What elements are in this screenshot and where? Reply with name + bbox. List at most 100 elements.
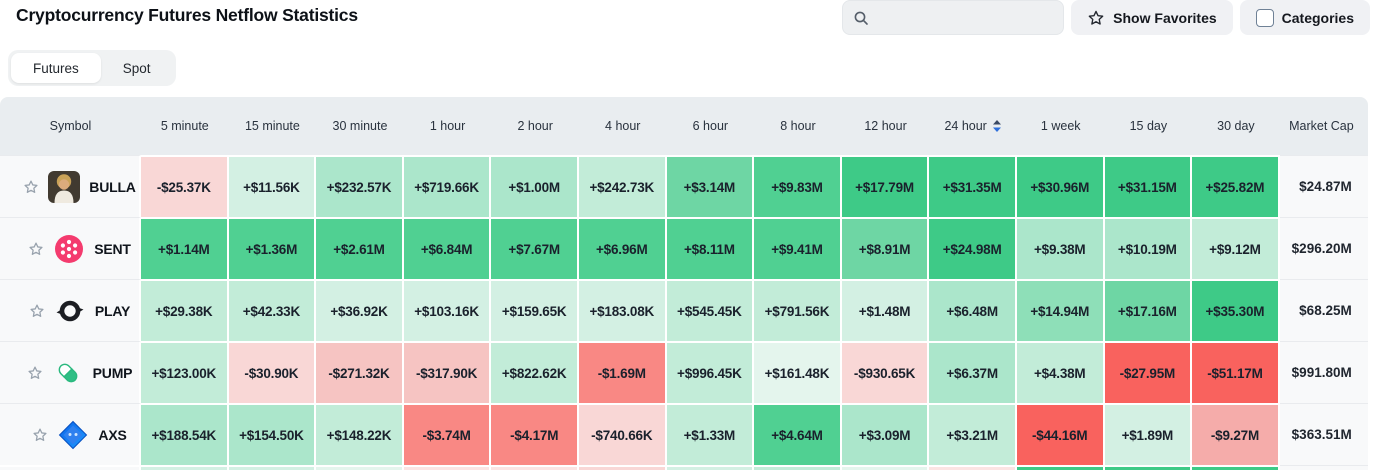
sent-logo-icon — [53, 233, 85, 265]
netflow-cell: +$1.14M — [141, 217, 229, 279]
axs-diamond-icon — [57, 419, 89, 451]
netflow-cell — [141, 465, 229, 470]
symbol-cell-bulla[interactable]: BULLA — [0, 155, 141, 217]
column-header-label: 12 hour — [864, 119, 907, 133]
column-header-market-cap[interactable]: Market Cap — [1280, 97, 1368, 155]
market-cap-cell: $991.80M — [1279, 341, 1368, 403]
market-cap-cell: $296.20M — [1279, 217, 1368, 279]
netflow-cell: +$6.96M — [578, 217, 667, 279]
column-header-label: 1 week — [1040, 119, 1081, 133]
show-favorites-button[interactable]: Show Favorites — [1071, 0, 1233, 35]
symbol-cell-play[interactable]: PLAY — [0, 279, 141, 341]
netflow-cell: +$9.41M — [754, 217, 842, 279]
netflow-cell: -$25.37K — [141, 155, 229, 217]
favorite-toggle[interactable] — [28, 241, 44, 257]
netflow-cell: +$7.67M — [491, 217, 579, 279]
netflow-cell: +$188.54K — [141, 403, 229, 465]
tab-futures[interactable]: Futures — [11, 53, 101, 83]
netflow-cell: +$996.45K — [666, 341, 755, 403]
symbol-cell-axs[interactable]: AXS — [0, 403, 141, 465]
column-header-2-hour[interactable]: 2 hour — [491, 97, 579, 155]
favorite-toggle[interactable] — [32, 427, 48, 443]
netflow-cell: +$24.98M — [929, 217, 1017, 279]
netflow-cell: +$3.09M — [841, 403, 930, 465]
column-header-30-minute[interactable]: 30 minute — [316, 97, 404, 155]
market-cap-cell: $363.51M — [1279, 403, 1368, 465]
search-box[interactable] — [842, 0, 1065, 35]
column-header-24-hour[interactable]: 24 hour — [929, 97, 1017, 155]
netflow-cell: +$11.56K — [228, 155, 317, 217]
netflow-cell: +$42.33K — [228, 279, 317, 341]
page-title: Cryptocurrency Futures Netflow Statistic… — [16, 5, 358, 25]
tab-spot[interactable]: Spot — [101, 53, 173, 83]
categories-button[interactable]: Categories — [1239, 0, 1370, 35]
netflow-cell: +$791.56K — [754, 279, 842, 341]
table-row-axs[interactable]: AXS +$188.54K +$154.50K +$148.22K -$3.74M -$4… — [0, 403, 1368, 465]
sort-icon[interactable] — [992, 119, 1002, 133]
toolbar: Show Favorites Categories — [842, 0, 1370, 35]
column-header-30-day[interactable]: 30 day — [1192, 97, 1280, 155]
column-header-label: Symbol — [49, 119, 92, 133]
column-header-6-hour[interactable]: 6 hour — [667, 97, 755, 155]
netflow-cell: -$51.17M — [1192, 341, 1280, 403]
search-input[interactable] — [877, 10, 1054, 25]
column-header-1-hour[interactable]: 1 hour — [404, 97, 492, 155]
netflow-cell: -$4.17M — [491, 403, 579, 465]
symbol-cell-pump[interactable]: PUMP — [0, 341, 141, 403]
table-row-bulla[interactable]: BULLA -$25.37K +$11.56K +$232.57K +$719.66K +… — [0, 155, 1368, 217]
netflow-cell — [754, 465, 842, 470]
symbol-label: PLAY — [94, 302, 131, 319]
netflow-cell: +$9.38M — [1016, 217, 1105, 279]
symbol-cell — [0, 465, 141, 470]
column-header-label: Market Cap — [1289, 119, 1354, 133]
netflow-cell: -$271.32K — [316, 341, 404, 403]
netflow-cell: -$44.16M — [1016, 403, 1105, 465]
netflow-cell: +$123.00K — [141, 341, 229, 403]
column-header-1-week[interactable]: 1 week — [1017, 97, 1105, 155]
table-row-pump[interactable]: PUMP +$123.00K -$30.90K -$271.32K -$317.90K +… — [0, 341, 1368, 403]
table-row-play[interactable]: PLAY +$29.38K +$42.33K +$36.92K +$103.16K +$1… — [0, 279, 1368, 341]
column-header-label: 24 hour — [944, 119, 987, 133]
table-row-sent[interactable]: SENT +$1.14M +$1.36M +$2.61M +$6.84M +$7.67M +… — [0, 217, 1368, 279]
netflow-cell: +$25.82M — [1192, 155, 1280, 217]
favorite-toggle[interactable] — [27, 365, 43, 381]
column-header-4-hour[interactable]: 4 hour — [579, 97, 667, 155]
favorite-toggle[interactable] — [29, 303, 45, 319]
column-header-12-hour[interactable]: 12 hour — [842, 97, 930, 155]
netflow-cell — [1104, 465, 1193, 470]
symbol-cell-sent[interactable]: SENT — [0, 217, 141, 279]
netflow-cell — [841, 465, 930, 470]
categories-checkbox[interactable] — [1255, 8, 1274, 27]
netflow-cell: +$9.83M — [754, 155, 842, 217]
column-header-label: 2 hour — [517, 119, 553, 133]
netflow-cell: -$30.90K — [228, 341, 317, 403]
column-header-15-minute[interactable]: 15 minute — [229, 97, 317, 155]
column-header-label: 15 minute — [244, 119, 300, 133]
column-header-15-day[interactable]: 15 day — [1105, 97, 1193, 155]
column-header-8-hour[interactable]: 8 hour — [754, 97, 842, 155]
favorite-toggle[interactable] — [23, 179, 39, 195]
column-header-label: 4 hour — [605, 119, 641, 133]
market-type-tabs: Futures Spot — [8, 50, 176, 86]
netflow-cell: +$148.22K — [316, 403, 404, 465]
netflow-cell: +$4.64M — [754, 403, 842, 465]
symbol-label: BULLA — [89, 178, 136, 195]
netflow-cell: -$1.69M — [578, 341, 667, 403]
column-header-symbol[interactable]: Symbol — [0, 97, 141, 155]
play-logo-icon — [54, 295, 86, 327]
netflow-cell: +$35.30M — [1192, 279, 1280, 341]
netflow-cell: +$154.50K — [228, 403, 317, 465]
netflow-cell: -$317.90K — [403, 341, 492, 403]
netflow-cell — [929, 465, 1017, 470]
netflow-cell: +$3.14M — [666, 155, 755, 217]
netflow-cell: +$31.15M — [1104, 155, 1193, 217]
netflow-cell: +$1.36M — [228, 217, 317, 279]
netflow-cell: -$3.74M — [403, 403, 492, 465]
netflow-cell: +$8.91M — [841, 217, 930, 279]
show-favorites-label: Show Favorites — [1113, 9, 1217, 26]
symbol-label: AXS — [98, 426, 127, 443]
column-header-5-minute[interactable]: 5 minute — [141, 97, 229, 155]
column-header-label: 30 day — [1217, 119, 1255, 133]
netflow-cell: +$6.48M — [929, 279, 1017, 341]
netflow-cell: +$159.65K — [491, 279, 579, 341]
